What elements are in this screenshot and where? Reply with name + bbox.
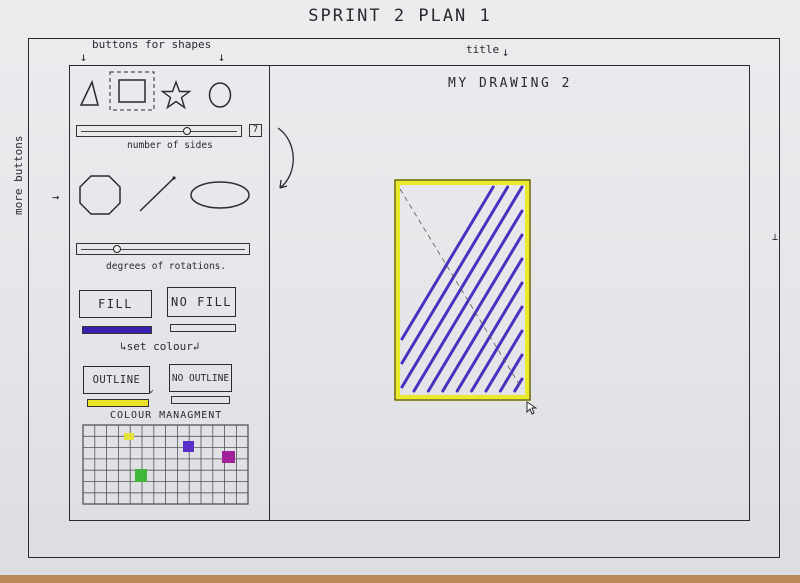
- slider-track: [81, 131, 237, 132]
- fill-color-swatch[interactable]: [82, 326, 152, 334]
- brace-right-icon: ↲: [192, 340, 200, 353]
- window-frame: [28, 38, 780, 558]
- palette-cell-purple[interactable]: [183, 441, 194, 452]
- palette-cell-yellow[interactable]: [124, 433, 134, 440]
- arrow-right-icon: →: [52, 190, 60, 204]
- annotation-more-buttons: more buttons: [12, 135, 25, 215]
- annotation-buttons-for-shapes: buttons for shapes: [92, 38, 212, 51]
- fill-hatch-stroke: [484, 329, 524, 393]
- tool-sidebar: [69, 65, 270, 521]
- sides-slider[interactable]: [76, 125, 242, 137]
- palette-cell-magenta[interactable]: [222, 451, 235, 463]
- edge-marker: ⊥: [772, 232, 779, 243]
- octagon-icon[interactable]: [77, 174, 123, 216]
- fill-hatch-stroke: [412, 209, 524, 393]
- no-outline-swatch[interactable]: [171, 396, 230, 404]
- arrow-down-icon: ↓: [80, 50, 88, 64]
- plan-title: SPRINT 2 PLAN 1: [308, 6, 492, 26]
- slider-knob[interactable]: [112, 245, 121, 253]
- sides-slider-label: number of sides: [127, 140, 213, 151]
- app-frame: [69, 65, 750, 521]
- fill-hatch-stroke: [400, 185, 524, 389]
- fill-button[interactable]: FILL: [79, 290, 152, 318]
- fill-hatch-stroke: [455, 281, 524, 393]
- fill-hatch-stroke: [400, 185, 495, 341]
- rotation-slider-label: degrees of rotations.: [106, 261, 227, 272]
- triangle-icon[interactable]: [78, 80, 100, 108]
- colour-management-title: COLOUR MANAGMENT: [110, 410, 223, 421]
- arrow-down-icon: ↓: [218, 50, 226, 64]
- canvas-title: MY DRAWING 2: [448, 76, 572, 91]
- slider-knob[interactable]: [183, 127, 191, 135]
- fill-hatch-stroke: [513, 377, 524, 393]
- drawn-rectangle-shape[interactable]: [394, 179, 531, 401]
- fill-hatch-stroke: [498, 353, 524, 393]
- sides-value[interactable]: 7: [249, 124, 262, 137]
- brace-down-icon: ⌄: [148, 384, 155, 395]
- outline-color-swatch[interactable]: [87, 399, 149, 407]
- outline-button[interactable]: OUTLINE: [83, 366, 150, 394]
- set-colour-label: set colour: [126, 340, 193, 353]
- arrow-down-icon: ↓: [502, 45, 510, 59]
- fill-hatch-stroke: [400, 185, 510, 365]
- slider-track: [81, 249, 245, 250]
- annotation-title: title: [466, 43, 500, 56]
- ellipse-icon[interactable]: [188, 178, 252, 212]
- fill-hatch-stroke: [470, 305, 524, 393]
- curved-arrow-icon: [277, 127, 294, 189]
- palette-cell-green[interactable]: [135, 469, 147, 482]
- no-outline-button[interactable]: NO OUTLINE: [169, 364, 232, 392]
- rotation-slider[interactable]: [76, 243, 250, 255]
- rectangle-icon[interactable]: [108, 70, 156, 112]
- set-colour-note: ↳set colour↲: [120, 340, 199, 353]
- colour-palette-grid[interactable]: [82, 424, 250, 506]
- line-icon[interactable]: [136, 175, 178, 215]
- mouse-cursor-icon: [526, 401, 537, 415]
- star-icon[interactable]: [160, 80, 192, 110]
- no-fill-button[interactable]: NO FILL: [167, 287, 236, 317]
- brace-left-icon: ↳: [120, 340, 127, 353]
- circle-icon[interactable]: [207, 81, 233, 109]
- no-fill-swatch[interactable]: [170, 324, 236, 332]
- fill-hatch-stroke: [441, 257, 524, 393]
